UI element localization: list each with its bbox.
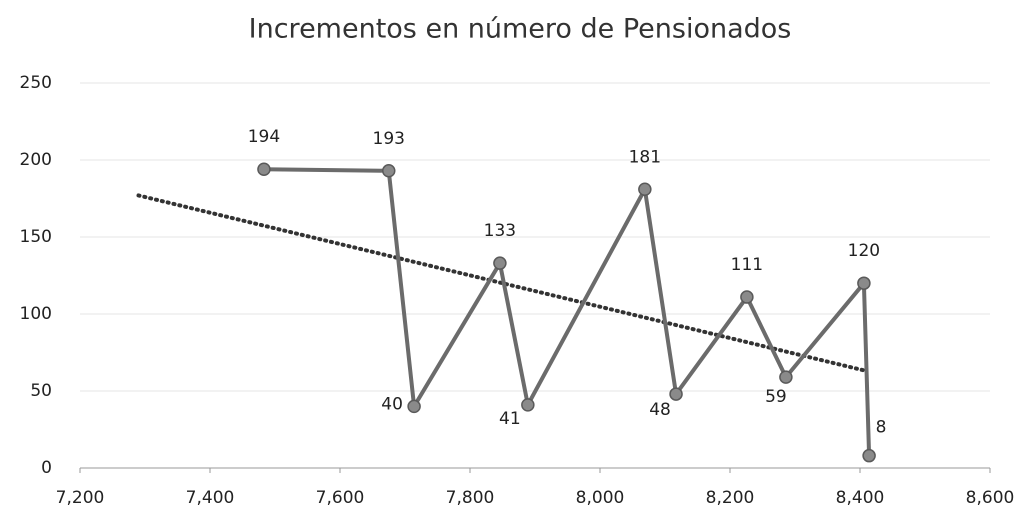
data-point	[638, 182, 652, 197]
data-point	[257, 162, 271, 176]
x-tick-label: 8,600	[966, 488, 1015, 508]
data-label: 8	[876, 418, 887, 438]
x-tick-label: 8,200	[706, 488, 755, 508]
data-point	[493, 256, 507, 270]
y-tick-label: 250	[20, 73, 52, 93]
data-label: 120	[848, 241, 880, 261]
x-tick-label: 8,400	[836, 488, 885, 508]
x-tick-label: 7,600	[316, 488, 365, 508]
data-point	[521, 398, 535, 412]
x-tick-label: 7,200	[56, 488, 105, 508]
data-label: 181	[629, 147, 661, 167]
data-point	[857, 276, 871, 290]
x-tick-label: 7,800	[446, 488, 495, 508]
data-label: 193	[373, 129, 405, 149]
data-label: 59	[765, 387, 787, 407]
data-label: 133	[484, 221, 516, 241]
x-tick-label: 7,400	[186, 488, 235, 508]
data-label: 41	[499, 409, 521, 429]
y-tick-label: 50	[30, 381, 52, 401]
data-point	[740, 290, 754, 304]
data-label: 111	[731, 255, 763, 275]
data-point	[407, 399, 421, 414]
chart-title: Incrementos en número de Pensionados	[249, 14, 792, 45]
series-line	[263, 167, 872, 456]
data-point	[669, 387, 683, 401]
data-label: 48	[649, 400, 671, 420]
y-tick-label: 100	[20, 304, 52, 324]
data-point	[862, 448, 876, 463]
data-point	[779, 370, 793, 384]
y-tick-label: 0	[41, 458, 52, 478]
data-label: 194	[248, 127, 280, 147]
data-point	[382, 164, 396, 178]
data-label: 40	[381, 394, 403, 414]
y-tick-label: 200	[20, 150, 52, 170]
y-tick-label: 150	[20, 227, 52, 247]
x-tick-label: 8,000	[576, 488, 625, 508]
